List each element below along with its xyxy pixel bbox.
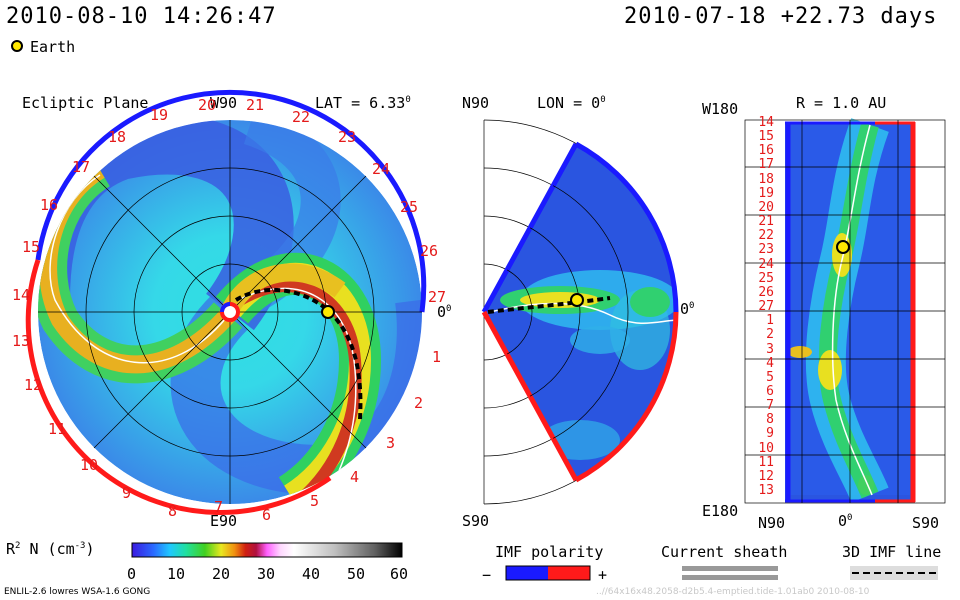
rot-label: 21 (246, 96, 265, 114)
rot-label: 19 (150, 106, 169, 124)
latlon-grid (744, 119, 946, 504)
rot-label: 5 (310, 492, 320, 510)
rot-label: 6 (262, 506, 272, 524)
rot-label: 3 (386, 434, 396, 452)
rot-label: 22 (292, 108, 311, 126)
colorbar-tick: 60 (390, 565, 409, 583)
model-label: ENLIL-2.6 lowres WSA-1.6 GONG (4, 587, 151, 597)
rot-label: 2 (414, 394, 424, 412)
current-sheath-label: Current sheath (661, 543, 788, 561)
rot-label: 17 (72, 158, 91, 176)
polarity-plus-swatch (548, 566, 590, 580)
latlon-bottom-label: E180 (702, 502, 739, 520)
rim-blue (35, 89, 427, 313)
rot-label: 15 (22, 238, 41, 256)
rot-label: 27 (428, 288, 447, 306)
ecliptic-bottom-label: E90 (210, 512, 238, 530)
rot-label: 11 (48, 420, 67, 438)
polarity-minus-swatch (506, 566, 548, 580)
rot-label: 14 (12, 286, 31, 304)
ecliptic-title: Ecliptic Plane (22, 94, 149, 112)
meridional-bottom-label: S90 (462, 512, 490, 530)
polarity-minus-label: − (482, 566, 492, 584)
colorbar-tick: 30 (257, 565, 276, 583)
earth-marker-meridional (570, 293, 584, 307)
latlon-x-right: S90 (912, 514, 940, 532)
rot-label: 26 (420, 242, 439, 260)
r-label: R = 1.0 AU (796, 94, 887, 112)
ecliptic-top-label: W90 (210, 94, 238, 112)
colorbar-tick: 20 (212, 565, 231, 583)
colorbar-tick: 0 (127, 565, 137, 583)
rot-label: 1 (432, 348, 442, 366)
rot-label: 4 (350, 468, 360, 486)
ecliptic-right-angle: 00 (437, 303, 452, 321)
earth-legend-icon (10, 38, 24, 52)
earth-marker-latlon (836, 240, 850, 254)
colorbar-tick: 50 (347, 565, 366, 583)
rot-label: 18 (108, 128, 127, 146)
imf-line-meridional (487, 296, 611, 314)
meridional-right-angle: 00 (680, 300, 695, 318)
rot-label: 20 (198, 96, 217, 114)
rot-label: 25 (400, 198, 419, 216)
latlon-x-left: N90 (758, 514, 786, 532)
current-sheath-swatch (682, 566, 778, 571)
wedge-red-edge (574, 311, 679, 483)
imf-line-swatch (850, 566, 938, 580)
rim-red (25, 259, 332, 515)
rot-label: 10 (80, 456, 99, 474)
rot-label: 24 (372, 160, 391, 178)
lat-label: LAT = 6.330 (315, 94, 411, 112)
rot-label: 12 (24, 376, 43, 394)
rot-label: 8 (168, 502, 178, 520)
latlon-x-mid: 00 (838, 512, 853, 530)
rot-label: 7 (214, 498, 224, 516)
rot-label: 23 (338, 128, 357, 146)
imf-polarity-label: IMF polarity (495, 543, 604, 561)
latlon-features (788, 118, 910, 503)
reference-label: 2010-07-18 +22.73 days (624, 4, 938, 29)
earth-legend-label: Earth (30, 38, 76, 56)
colorbar (131, 542, 403, 558)
earth-marker-ecliptic (321, 305, 335, 319)
colorbar-label: R2 N (cm-3) (6, 540, 95, 558)
watermark-label: ..//64x16x48.2058-d2b5.4-emptied.tide-1.… (596, 587, 870, 597)
latlon-top-label: W180 (702, 100, 739, 118)
datetime-label: 2010-08-10 14:26:47 (6, 4, 277, 29)
colorbar-tick: 40 (302, 565, 321, 583)
lon-label: LON = 00 (537, 94, 606, 112)
polarity-plus-label: + (598, 566, 608, 584)
meridional-top-label: N90 (462, 94, 490, 112)
rot-label: 16 (40, 196, 59, 214)
rot-label: 9 (122, 484, 132, 502)
rot-label: 13 (12, 332, 31, 350)
colorbar-tick: 10 (167, 565, 186, 583)
imf-line-label: 3D IMF line (842, 543, 942, 561)
